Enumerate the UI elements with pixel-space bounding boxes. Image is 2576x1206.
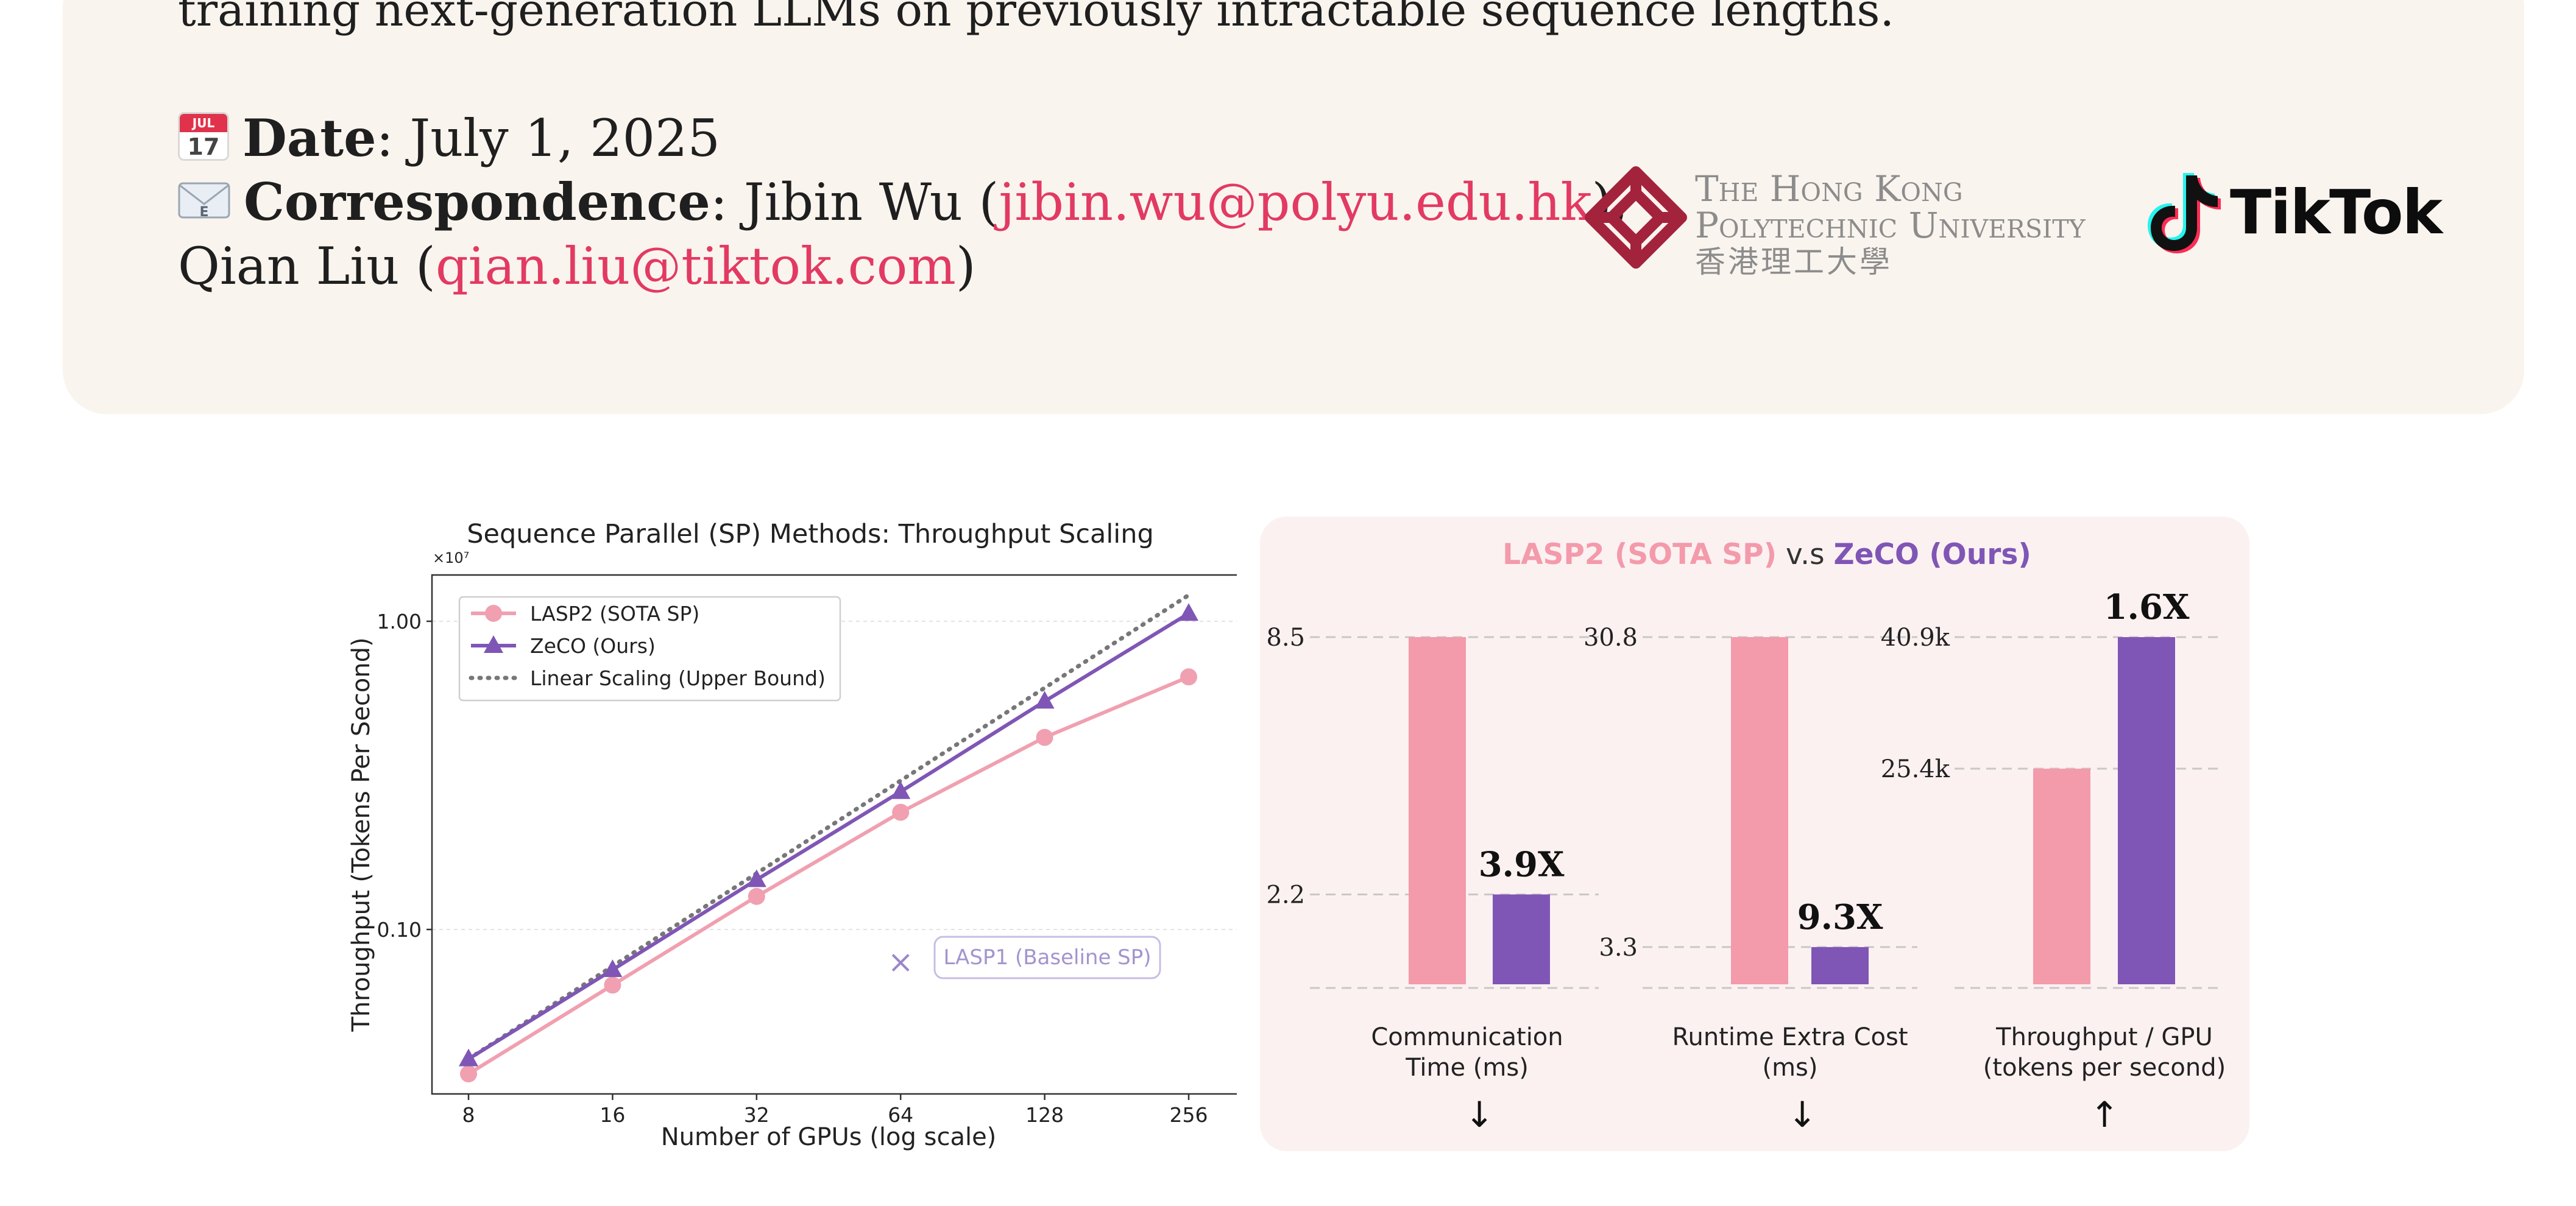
legend-label: LASP2 (SOTA SP) [530, 602, 699, 626]
calendar-icon: JUL 17 [178, 112, 229, 161]
author1-email-link[interactable]: jibin.wu@polyu.edu.hk [999, 172, 1592, 232]
x-axis-label: Number of GPUs (log scale) [661, 1123, 997, 1151]
arrow-up-icon: ↑ [2090, 1094, 2120, 1135]
data-point [892, 803, 910, 821]
series-line [467, 612, 1190, 1061]
legend-marker [484, 635, 503, 653]
data-point [460, 1065, 477, 1083]
lasp1-marker [891, 954, 910, 972]
legend-box [458, 596, 841, 702]
metric-unit-label: (tokens per second) [1983, 1054, 2226, 1082]
zeco-bar [1811, 947, 1869, 984]
y-multiplier-label: ×10⁷ [433, 549, 469, 566]
bar-group: 30.8 3.3 9.3X Runtime Extra Cost (ms) ↓ [1583, 624, 1917, 1135]
chart-title: Sequence Parallel (SP) Methods: Throughp… [467, 519, 1154, 549]
series-line [467, 675, 1190, 1076]
date-label: Date [242, 108, 377, 168]
header-card [63, 0, 2524, 414]
data-point [459, 1048, 478, 1067]
panel-title: LASP2 (SOTA SP) v.s ZeCO (Ours) [1502, 538, 2031, 571]
data-point [1035, 691, 1055, 709]
ratio-label: 1.6X [2104, 587, 2190, 627]
lasp2-bar [1731, 637, 1788, 984]
ratio-label: 9.3X [1797, 897, 1883, 937]
x-tick-label: 128 [1025, 1103, 1064, 1127]
data-point [1179, 603, 1198, 621]
ratio-label: 3.9X [1479, 844, 1565, 884]
svg-text:E: E [199, 205, 208, 220]
lasp1-annotation: LASP1 (Baseline SP) [891, 936, 1161, 979]
metric-label: Runtime Extra Cost [1672, 1023, 1908, 1051]
x-tick-label: 8 [462, 1103, 475, 1127]
zeco-bar [2118, 637, 2175, 984]
data-point [746, 869, 766, 887]
value-label: 8.5 [1266, 624, 1305, 652]
date-line: JUL 17 Date: July 1, 2025 [178, 105, 720, 172]
date-value: July 1, 2025 [409, 108, 720, 168]
legend-label: Linear Scaling (Upper Bound) [530, 666, 826, 690]
chart-legend: LASP2 (SOTA SP) ZeCO (Ours) Linear Scaling… [458, 596, 841, 702]
arrow-down-icon: ↓ [1465, 1094, 1495, 1135]
lasp2-bar [1409, 637, 1466, 984]
x-tick-label: 32 [744, 1103, 770, 1127]
lasp2-vs-zeco-bars: LASP2 (SOTA SP) v.s ZeCO (Ours) 8.5 2.2 3.… [1266, 538, 2226, 1135]
value-label: 40.9k [1881, 624, 1950, 652]
intro-text-tail: training next-generation LLMs on previou… [178, 0, 1895, 37]
series-line [466, 593, 1191, 1062]
author1-name: Jibin Wu [743, 172, 963, 232]
correspondence-line: E Correspondence: Jibin Wu (jibin.wu@pol… [178, 169, 1628, 236]
value-label: 25.4k [1881, 755, 1950, 783]
correspondence-line-2: Qian Liu (qian.liu@tiktok.com) [178, 236, 976, 296]
tiktok-note-icon [2148, 173, 2221, 253]
zeco-bar [1493, 894, 1550, 984]
data-point [603, 959, 623, 978]
lasp1-label: LASP1 (Baseline SP) [943, 945, 1151, 970]
x-tick-label: 256 [1170, 1103, 1208, 1127]
polyu-emblem-icon [1585, 166, 1687, 269]
x-tick-label: 16 [600, 1103, 625, 1127]
correspondence-label: Correspondence [244, 172, 710, 232]
grid-lines [432, 621, 1237, 930]
legend-label: ZeCO (Ours) [530, 634, 656, 658]
arrow-down-icon: ↓ [1788, 1094, 1817, 1135]
value-label: 30.8 [1583, 624, 1638, 652]
value-label: 3.3 [1599, 934, 1638, 962]
data-point [1180, 668, 1197, 686]
data-point [1036, 728, 1053, 746]
bar-groups: 8.5 2.2 3.9X Communication Time (ms) ↓ 30.8 3.3… [1266, 587, 2226, 1135]
y-axis-label: Throughput (Tokens Per Second) [347, 637, 375, 1032]
value-label: 2.2 [1266, 881, 1305, 909]
metric-label: Throughput / GPU [1995, 1023, 2213, 1051]
legend-marker [485, 605, 502, 622]
metric-unit-label: Time (ms) [1405, 1054, 1529, 1082]
tick-labels: 0.10 1.00 8 16 32 64 128 256 [377, 610, 1208, 1127]
bar-group: 8.5 2.2 3.9X Communication Time (ms) ↓ [1266, 624, 1599, 1135]
x-tick-label: 64 [888, 1103, 913, 1127]
lasp1-label-box [933, 936, 1161, 979]
metric-unit-label: (ms) [1762, 1054, 1817, 1082]
tiktok-wordmark: TikTok [2230, 177, 2443, 248]
metric-label: Communication [1371, 1023, 1563, 1051]
bar-group: 25.4k 40.9k 1.6X Throughput / GPU (tokens pe… [1881, 587, 2226, 1135]
y-tick-label: 1.00 [377, 610, 422, 633]
polyu-name: The Hong Kong Polytechnic University 香港理… [1695, 168, 2086, 280]
throughput-scaling-chart: Sequence Parallel (SP) Methods: Throughp… [347, 519, 1237, 1151]
y-tick-label: 0.10 [377, 918, 422, 942]
envelope-icon: E [178, 182, 230, 220]
plot-frame [431, 574, 1237, 1095]
data-point [748, 887, 765, 905]
author2-email-link[interactable]: qian.liu@tiktok.com [435, 236, 956, 296]
lasp2-bar [2033, 769, 2090, 984]
series-layer [459, 593, 1198, 1083]
data-point [604, 976, 621, 994]
data-point [891, 781, 911, 799]
author2-name: Qian Liu [178, 236, 400, 296]
